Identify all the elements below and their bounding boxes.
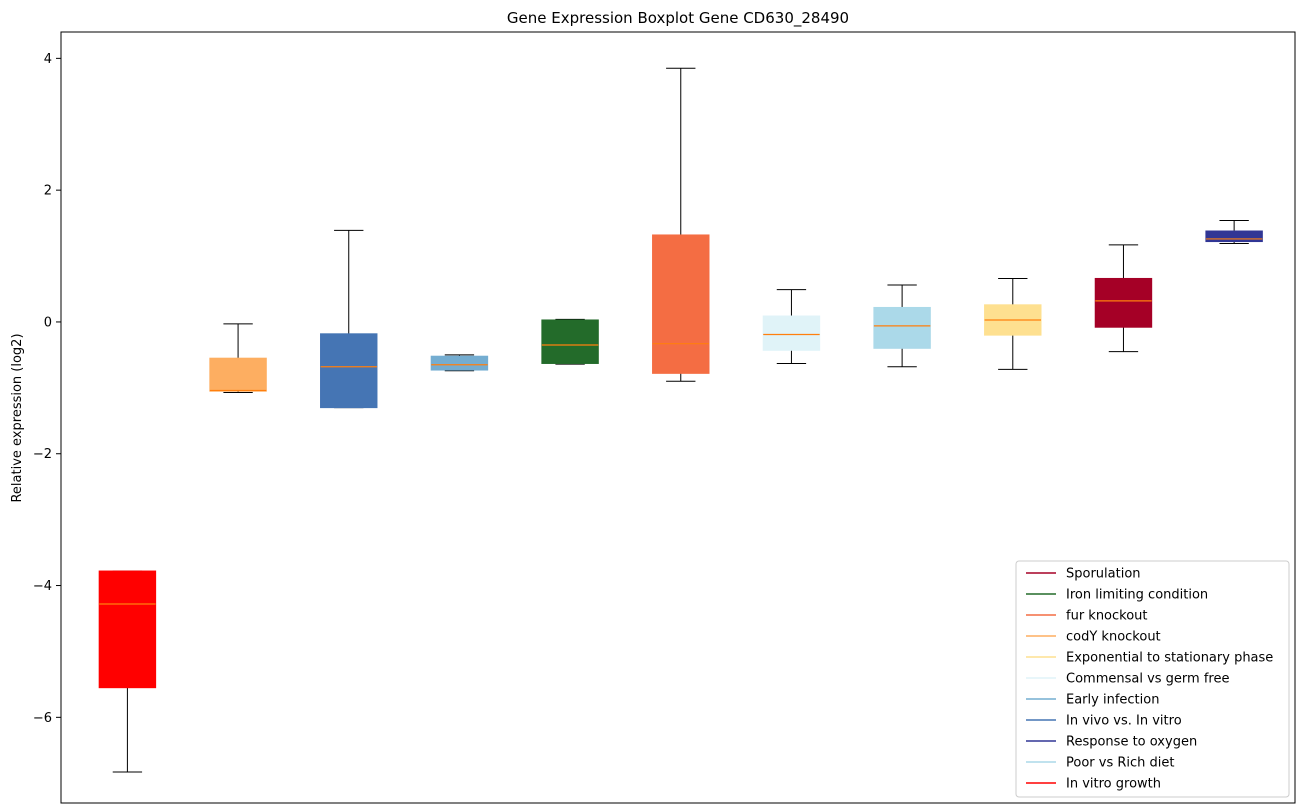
legend-entry: Response to oxygen	[1026, 735, 1197, 750]
box-8	[873, 284, 931, 368]
legend-label: Commensal vs germ free	[1066, 672, 1229, 687]
legend-entry: Commensal vs germ free	[1026, 672, 1229, 687]
box-10	[1094, 244, 1153, 353]
legend-label: Exponential to stationary phase	[1066, 651, 1273, 666]
legend-entry: codY knockout	[1026, 630, 1161, 645]
box-3	[320, 229, 378, 409]
legend-label: In vivo vs. In vitro	[1066, 714, 1182, 729]
legend-entry: In vitro growth	[1026, 777, 1161, 792]
y-tick-label: −4	[33, 579, 52, 594]
box-body	[1094, 277, 1153, 328]
box-6	[652, 67, 710, 382]
box-body	[652, 234, 710, 374]
legend-label: Sporulation	[1066, 567, 1141, 582]
legend-entry: Iron limiting condition	[1026, 588, 1208, 603]
box-5	[541, 318, 599, 365]
legend-frame	[1015, 560, 1290, 798]
legend: Sporulation Iron limiting condition fur kn…	[1015, 560, 1290, 798]
box-1	[98, 570, 157, 773]
box-body	[430, 355, 489, 371]
y-tick-label: 4	[44, 52, 52, 67]
y-tick-label: −6	[33, 711, 52, 726]
box-body	[541, 319, 599, 364]
legend-label: Iron limiting condition	[1066, 588, 1208, 603]
box-7	[762, 289, 821, 364]
legend-entry: Sporulation	[1026, 567, 1141, 582]
box-body	[320, 333, 378, 409]
legend-entry: In vivo vs. In vitro	[1026, 714, 1182, 729]
legend-label: Poor vs Rich diet	[1066, 756, 1174, 771]
box-body	[98, 570, 157, 689]
plot-frame	[60, 31, 1296, 804]
legend-label: Early infection	[1066, 693, 1159, 708]
y-axis-label: Relative expression (log2)	[10, 333, 25, 502]
legend-entry: Poor vs Rich diet	[1026, 756, 1174, 771]
box-4	[430, 354, 489, 372]
legend-label: In vitro growth	[1066, 777, 1161, 792]
legend-label: Response to oxygen	[1066, 735, 1197, 750]
y-tick-label: 2	[44, 184, 52, 199]
y-tick-label: 0	[44, 315, 52, 330]
legend-entry: Exponential to stationary phase	[1026, 651, 1273, 666]
legend-label: fur knockout	[1066, 609, 1148, 624]
box-body	[873, 306, 931, 349]
legend-entry: Early infection	[1026, 693, 1159, 708]
box-body	[209, 357, 267, 392]
chart-title: Gene Expression Boxplot Gene CD630_28490	[507, 9, 849, 28]
y-tick-label: −2	[33, 447, 52, 462]
box-2	[209, 323, 267, 393]
legend-entry: fur knockout	[1026, 609, 1148, 624]
box-11	[1205, 219, 1263, 245]
box-body	[762, 315, 821, 351]
box-body	[1205, 230, 1263, 243]
legend-label: codY knockout	[1066, 630, 1161, 645]
box-9	[984, 277, 1042, 370]
